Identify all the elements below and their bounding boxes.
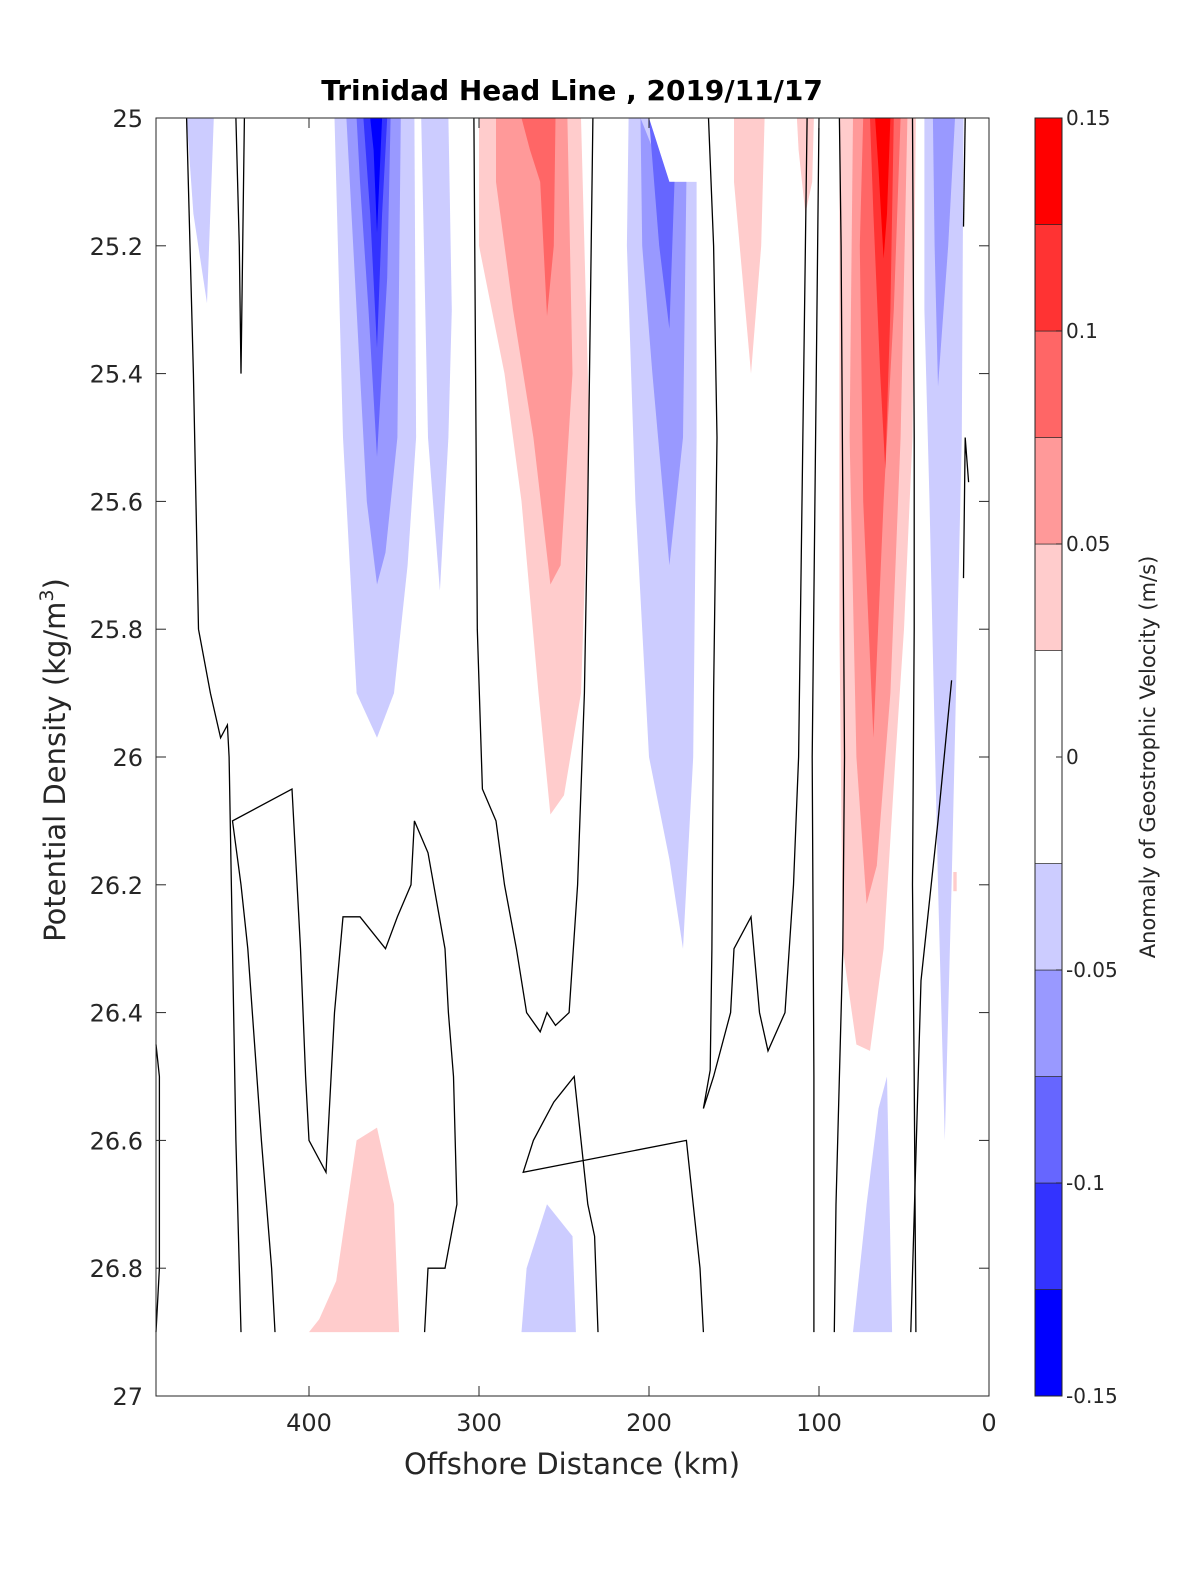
zero-contour-line <box>811 117 820 1333</box>
colorbar-ticks: 0.15 0.1 0.05 0 -0.05 -0.1 -0.15 <box>1056 106 1118 1408</box>
contour-fill-blue-band-30km <box>924 118 964 1141</box>
colorbar-label: Anomaly of Geostrophic Velocity (m/s) <box>1136 556 1160 959</box>
contour-fill-red-core-65km <box>875 118 891 259</box>
zero-contour-lines <box>155 117 970 1333</box>
x-axis-label: Offshore Distance (km) <box>404 1447 740 1481</box>
y-tick-label: 25.2 <box>90 233 143 261</box>
colorbar-tick-label: 0.05 <box>1066 532 1111 556</box>
y-tick-label: 26.6 <box>90 1127 143 1155</box>
zero-contour-line <box>911 117 917 1333</box>
colorbar-band <box>1034 543 1063 651</box>
contour-fill-blue-band-480km <box>186 118 214 304</box>
contour-fill-blue-blob-250km <box>521 1204 576 1333</box>
plot-area: 400 300 200 100 0 25 25.2 25.4 25.6 25.8 26 26.2 26… <box>90 105 997 1437</box>
zero-contour-line <box>962 117 966 227</box>
contour-fill-red-core-65km <box>870 118 894 470</box>
zero-contour-line <box>473 117 594 1034</box>
colorbar-band <box>1034 969 1063 1077</box>
contour-fill-blue-band-330km <box>421 118 452 591</box>
colorbar-band <box>1034 437 1063 545</box>
y-tick-label: 26.8 <box>90 1255 143 1283</box>
y-axis-label-main: Potential Density (kg/m <box>38 602 72 942</box>
contour-fill-red-blob-110km <box>796 118 814 214</box>
zero-contour-line <box>702 117 808 1109</box>
colorbar-tick-label: 0.1 <box>1066 319 1098 343</box>
y-tick-label: 25 <box>112 105 143 133</box>
zero-contour-line <box>185 117 242 1333</box>
colorbar-tick-label: -0.15 <box>1066 1384 1118 1408</box>
zero-contour-line <box>522 1074 705 1333</box>
colorbar-band <box>1034 330 1063 438</box>
colorbar: 0.15 0.1 0.05 0 -0.05 -0.1 -0.15 <box>1034 106 1118 1408</box>
zero-contour-line <box>231 787 458 1333</box>
colorbar-tick-label: -0.05 <box>1066 958 1118 982</box>
y-tick-label: 25.4 <box>90 361 143 389</box>
y-axis-label: Potential Density (kg/m3) <box>36 578 72 942</box>
y-axis-ticks: 25 25.2 25.4 25.6 25.8 26 26.2 26.4 26.6 26.8 27 <box>90 105 989 1411</box>
zero-contour-line <box>235 117 246 374</box>
y-tick-label: 26.4 <box>90 1000 143 1028</box>
filled-contours <box>186 118 964 1333</box>
contour-fill-red-blob-20km <box>953 872 957 892</box>
contour-fill-blue-core-200km <box>640 118 687 566</box>
colorbar-band <box>1034 117 1063 225</box>
contour-fill-red-blob-140km <box>734 118 765 374</box>
x-tick-label: 100 <box>796 1409 842 1437</box>
y-tick-label: 25.6 <box>90 488 143 516</box>
colorbar-band <box>1034 1289 1063 1397</box>
colorbar-band <box>1034 1182 1063 1290</box>
zero-contour-line <box>155 1044 161 1333</box>
contour-fill-red-core-265km <box>521 118 556 317</box>
y-tick-label: 27 <box>112 1383 143 1411</box>
x-tick-label: 400 <box>286 1409 332 1437</box>
zero-contour-line <box>962 437 970 579</box>
zero-contour-line <box>833 117 846 1333</box>
colorbar-tick-label: 0 <box>1066 745 1079 769</box>
y-axis-label-superscript: 3 <box>36 589 58 601</box>
contour-fill-blue-core-360km <box>370 118 383 233</box>
contour-fill-blue-core-360km <box>363 118 388 348</box>
contour-fill-blue-band-30km <box>932 118 955 387</box>
zero-contour-line <box>910 680 953 1333</box>
x-axis-ticks: 400 300 200 100 0 <box>286 118 997 1437</box>
x-tick-label: 0 <box>981 1409 996 1437</box>
colorbar-band <box>1034 1076 1063 1184</box>
colorbar-band <box>1034 863 1063 971</box>
x-tick-label: 300 <box>456 1409 502 1437</box>
x-tick-label: 200 <box>626 1409 672 1437</box>
chart-title: Trinidad Head Line , 2019/11/17 <box>321 74 823 107</box>
y-tick-label: 26 <box>112 744 143 772</box>
colorbar-tick-label: 0.15 <box>1066 106 1111 130</box>
y-tick-label: 26.2 <box>90 872 143 900</box>
y-axis-label-close: ) <box>38 578 72 589</box>
colorbar-tick-label: -0.1 <box>1066 1171 1105 1195</box>
colorbar-band <box>1034 224 1063 332</box>
contour-fill-blue-blob-70km <box>853 1076 893 1333</box>
contour-fill-blue-core-200km <box>649 118 675 329</box>
contour-fill-red-blob-370km <box>309 1127 400 1333</box>
y-tick-label: 25.8 <box>90 616 143 644</box>
